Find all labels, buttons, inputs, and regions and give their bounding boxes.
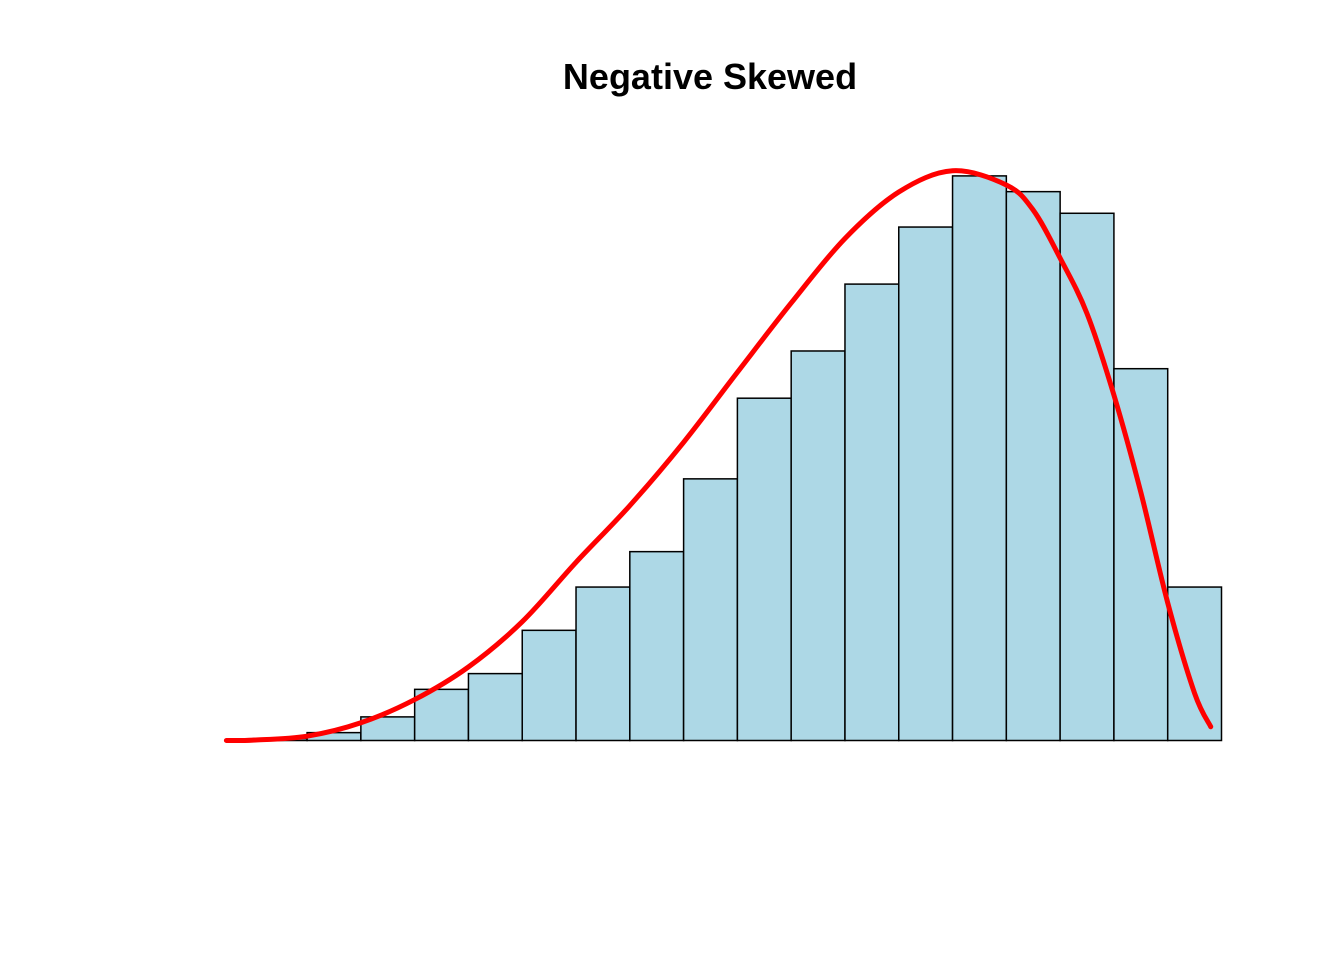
histogram-bar <box>1059 212 1115 742</box>
histogram-bar <box>790 350 846 742</box>
histogram-bar <box>467 672 523 742</box>
chart-title: Negative Skewed <box>562 56 858 97</box>
histogram-bar <box>736 397 792 742</box>
histogram-bar <box>1005 190 1061 742</box>
histogram-bar <box>844 283 900 742</box>
density-curve <box>223 168 1214 744</box>
histogram-bar <box>898 226 954 742</box>
histogram-bar <box>682 478 739 742</box>
histogram-bar <box>951 175 1008 742</box>
histogram-bar <box>1166 586 1223 742</box>
histogram-bars <box>252 175 1223 742</box>
histogram-bar <box>575 586 631 742</box>
histogram-bar <box>521 629 577 742</box>
histogram-bar <box>629 550 685 742</box>
